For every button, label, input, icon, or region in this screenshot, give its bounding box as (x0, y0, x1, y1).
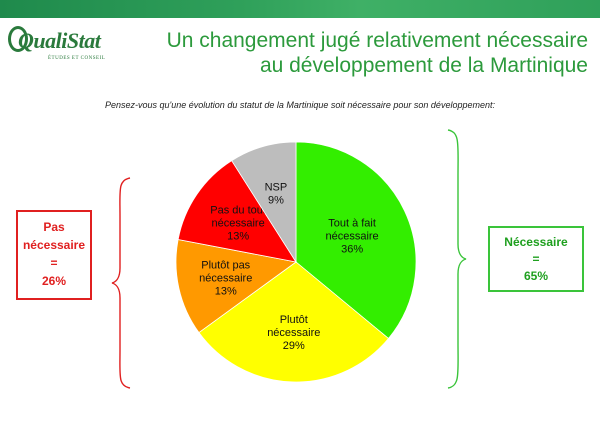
pie-label-line-1-1: nécessaire (267, 327, 320, 339)
not-necessary-summary: Pas nécessaire = 26% (16, 210, 92, 300)
pie-slice-4 (231, 141, 297, 264)
not-necessary-line-1: Pas (43, 220, 65, 234)
pie-label-line-1-0: Plutôt (280, 314, 308, 326)
logo-tagline: ÉTUDES ET CONSEIL (48, 56, 106, 61)
pie-slice-3 (177, 160, 297, 263)
pie-slice-0 (295, 141, 417, 340)
title-line-1: Un changement jugé relativement nécessai… (166, 29, 588, 52)
necessary-percent: 65% (523, 269, 549, 283)
pie-value-0: 36% (341, 244, 363, 256)
pie-label-line-4-0: NSP (265, 181, 288, 193)
pie-value-3: 13% (227, 231, 249, 243)
pie-slice-2 (175, 239, 297, 334)
pie-label-2: Plutôt pas nécessaire 13% (199, 260, 252, 298)
pie-label-4: NSP 9% (265, 181, 288, 206)
pie-label-line-3-0: Pas du tout (210, 205, 266, 217)
pie-label-line-3-1: nécessaire (212, 218, 265, 230)
not-necessary-line-2: nécessaire (22, 238, 86, 252)
pie-label-line-0-1: nécessaire (325, 231, 378, 243)
pie-label-line-2-1: nécessaire (199, 273, 252, 285)
pie-value-2: 13% (215, 286, 237, 298)
pie-label-line-0-0: Tout à fait (328, 218, 376, 230)
pie-slice-1 (198, 261, 390, 383)
necessary-summary: Nécessaire = 65% (488, 226, 584, 292)
necessary-line-1: Nécessaire (504, 235, 568, 249)
not-necessary-percent: 26% (41, 274, 67, 288)
page-title: Un changement jugé relativement nécessai… (118, 28, 588, 78)
not-necessary-equals: = (50, 256, 58, 270)
pie-label-line-2-0: Plutôt pas (201, 260, 250, 272)
title-line-2: au développement de la Martinique (259, 54, 588, 77)
right-brace (447, 129, 467, 389)
header-band (0, 0, 600, 18)
pie-label-1: Plutôt nécessaire 29% (267, 314, 320, 352)
logo-text: QualiStat (18, 28, 101, 53)
pie-label-0: Tout à fait nécessaire 36% (325, 218, 378, 256)
pie-label-3: Pas du tout nécessaire 13% (210, 205, 266, 243)
necessary-equals: = (532, 252, 540, 266)
logo-q-mark (8, 26, 28, 52)
qualistat-logo: QualiStat ÉTUDES ET CONSEIL (8, 26, 116, 66)
pie-value-4: 9% (268, 194, 284, 206)
left-brace (111, 177, 131, 389)
survey-question: Pensez-vous qu'une évolution du statut d… (105, 100, 495, 110)
pie-value-1: 29% (283, 340, 305, 352)
